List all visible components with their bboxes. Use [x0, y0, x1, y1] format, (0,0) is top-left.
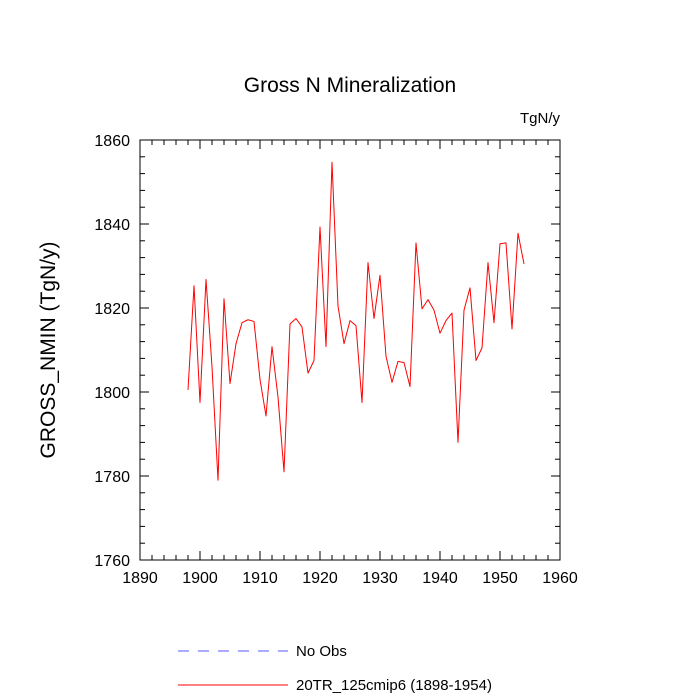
x-tick-label: 1910 [242, 570, 278, 587]
y-tick-label: 1760 [94, 553, 130, 570]
plot-frame [139, 139, 561, 561]
chart-title: Gross N Mineralization [244, 74, 456, 97]
x-tick-label: 1950 [482, 570, 518, 587]
legend-no-obs-label: No Obs [296, 643, 347, 660]
y-tick-label: 1800 [94, 385, 130, 402]
y-tick-label: 1860 [94, 133, 130, 150]
y-axis-label: GROSS_NMIN (TgN/y) [37, 241, 60, 458]
series-line [187, 161, 525, 481]
y-tick-label: 1820 [94, 301, 130, 318]
x-tick-label: 1890 [122, 570, 158, 587]
series-group [187, 161, 525, 481]
y-tick-label: 1780 [94, 469, 130, 486]
axis-ticks [139, 139, 561, 561]
x-tick-label: 1900 [182, 570, 218, 587]
x-tick-label: 1920 [302, 570, 338, 587]
units-label: TgN/y [520, 110, 561, 127]
x-tick-label: 1960 [542, 570, 578, 587]
x-tick-label: 1940 [422, 570, 458, 587]
legend: No Obs 20TR_125cmip6 (1898-1954) [178, 643, 492, 694]
y-tick-label: 1840 [94, 217, 130, 234]
axis-tick-labels: 1890 1900 1910 1920 1930 1940 1950 1960 1760 1780… [94, 133, 577, 587]
legend-model-label: 20TR_125cmip6 (1898-1954) [296, 677, 492, 694]
x-tick-label: 1930 [362, 570, 398, 587]
